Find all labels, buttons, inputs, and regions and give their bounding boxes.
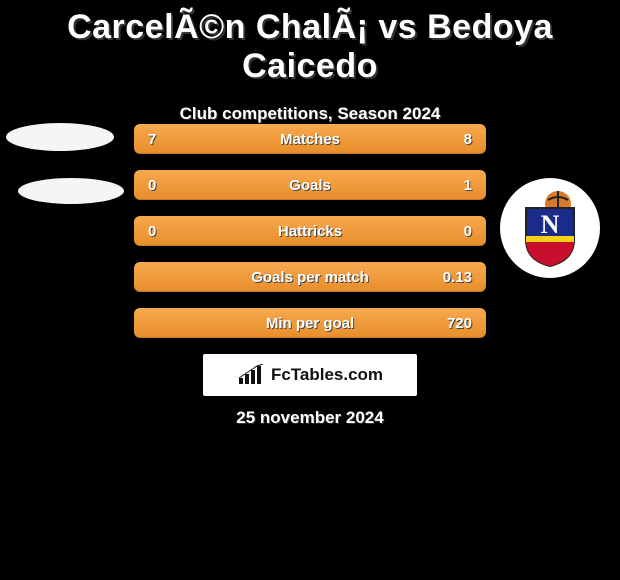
stat-label: Hattricks	[278, 223, 342, 240]
stat-label: Matches	[280, 131, 340, 148]
page-title: CarcelÃ©n ChalÃ¡ vs Bedoya Caicedo	[0, 0, 620, 86]
svg-text:N: N	[541, 210, 560, 239]
stats-table: 7 Matches 8 0 Goals 1 0 Hattricks 0 Goal…	[134, 124, 486, 354]
brand-chart-icon	[237, 364, 265, 386]
stat-left-value: 0	[148, 223, 178, 240]
stat-row: 7 Matches 8	[134, 124, 486, 154]
brand-box: FcTables.com	[203, 354, 417, 396]
club-badge-right: N	[500, 178, 600, 278]
stat-left-value: 0	[148, 177, 178, 194]
subtitle: Club competitions, Season 2024	[0, 104, 620, 124]
club-crest-icon: N	[510, 188, 590, 268]
stat-left-value: 7	[148, 131, 178, 148]
stat-row: 0 Hattricks 0	[134, 216, 486, 246]
stat-row: Min per goal 720	[134, 308, 486, 338]
stat-right-value: 720	[442, 315, 472, 332]
brand-text: FcTables.com	[271, 365, 383, 385]
stat-row: Goals per match 0.13	[134, 262, 486, 292]
player-left-avatar-placeholder-2	[18, 178, 124, 204]
stat-label: Goals	[289, 177, 331, 194]
stat-right-value: 8	[442, 131, 472, 148]
stat-right-value: 1	[442, 177, 472, 194]
stat-label: Min per goal	[266, 315, 354, 332]
date-line: 25 november 2024	[0, 408, 620, 428]
stat-row: 0 Goals 1	[134, 170, 486, 200]
stat-label: Goals per match	[251, 269, 369, 286]
stat-right-value: 0.13	[442, 269, 472, 286]
player-left-avatar-placeholder-1	[6, 123, 114, 151]
stat-right-value: 0	[442, 223, 472, 240]
